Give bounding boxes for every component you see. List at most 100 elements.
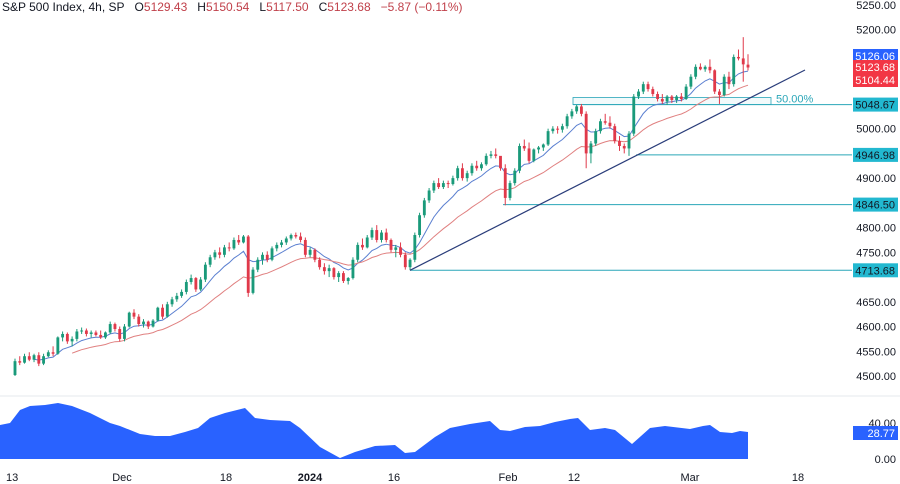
candle-body xyxy=(23,356,26,363)
candle-body xyxy=(541,144,545,148)
candle-body xyxy=(532,149,536,161)
candle-body xyxy=(422,200,426,216)
candle-body xyxy=(675,96,679,100)
candle-body xyxy=(746,64,750,68)
candle-body xyxy=(246,236,250,293)
candle-body xyxy=(242,236,245,243)
candle-body xyxy=(589,143,593,154)
price-axis[interactable]: 5250.00 5200.00 5000.00 4900.00 4800.00 4750.… xyxy=(853,0,898,383)
oscillator-tag-bg xyxy=(853,426,898,440)
candle-body xyxy=(622,145,626,149)
candle-body xyxy=(218,252,222,255)
high-label: H xyxy=(197,0,206,14)
candle-body xyxy=(332,268,336,278)
candle-body xyxy=(465,173,469,179)
candle-body xyxy=(280,242,283,245)
candle-body xyxy=(594,131,598,144)
candle-body xyxy=(37,355,41,364)
candle-body xyxy=(46,352,50,357)
candle-body xyxy=(656,94,659,99)
candle-body xyxy=(223,247,226,255)
price-tick: 4900.00 xyxy=(856,173,896,185)
candle-body xyxy=(418,215,422,236)
time-label: Feb xyxy=(499,472,518,484)
candle-body xyxy=(480,164,483,169)
price-tag-bg xyxy=(853,263,898,278)
candle-body xyxy=(303,239,307,255)
candle-body xyxy=(637,91,640,97)
candle-body xyxy=(484,155,488,165)
candle-body xyxy=(565,116,569,127)
candle-body xyxy=(199,279,203,290)
candle-body xyxy=(446,183,450,185)
candle-body xyxy=(213,252,217,258)
candle-body xyxy=(456,168,460,179)
fib-retracement: 50.00% xyxy=(572,94,814,106)
candle-body xyxy=(632,96,636,134)
candle-body xyxy=(546,131,550,145)
candle-body xyxy=(208,257,212,265)
candle-body xyxy=(384,232,388,240)
candle-body xyxy=(603,121,607,123)
candle-body xyxy=(698,66,702,70)
candle-body xyxy=(703,66,707,70)
price-tick: 4550.00 xyxy=(856,346,896,358)
price-tag-bg xyxy=(853,49,898,63)
ascending-trendline[interactable] xyxy=(409,69,806,271)
candle-body xyxy=(375,230,379,240)
candle-body xyxy=(84,330,88,334)
low-label: L xyxy=(259,0,267,14)
candle-body xyxy=(551,128,555,132)
open-label: O xyxy=(134,0,144,14)
price-tick: 5000.00 xyxy=(856,124,896,136)
candle-body xyxy=(618,141,621,146)
candle-body xyxy=(227,247,231,249)
candle-body xyxy=(460,168,464,179)
price-tick: 4600.00 xyxy=(856,322,896,334)
candle-body xyxy=(142,321,145,325)
moving-averages xyxy=(33,70,749,361)
candle-body xyxy=(694,66,698,77)
candle-body xyxy=(170,299,174,305)
candle-body xyxy=(356,244,360,260)
candle-body xyxy=(399,247,402,255)
time-axis[interactable]: 13 Dec 18 2024 16 Feb 12 Mar 18 xyxy=(6,472,804,484)
candle-body xyxy=(665,96,669,102)
candle-body xyxy=(380,232,383,240)
price-tick: 4750.00 xyxy=(856,247,896,259)
candle-body xyxy=(189,278,193,283)
time-label: Dec xyxy=(112,472,132,484)
price-tag-label: 5123.68 xyxy=(855,62,895,74)
price-tag-label: 4946.98 xyxy=(855,150,895,162)
price-tag-label: 5104.44 xyxy=(855,75,895,87)
candle-body xyxy=(337,273,341,278)
candle-body xyxy=(104,332,107,338)
candle-body xyxy=(508,183,512,198)
candle-body xyxy=(313,249,317,260)
candle-body xyxy=(575,106,579,112)
candle-body xyxy=(494,154,498,156)
candle-body xyxy=(627,133,631,149)
candle-body xyxy=(123,326,126,339)
candle-body xyxy=(180,291,184,296)
candle-body xyxy=(613,126,617,142)
candle-body xyxy=(527,148,531,161)
candle-body xyxy=(732,56,736,85)
candle-body xyxy=(13,361,17,376)
candle-body xyxy=(156,307,160,321)
trendline xyxy=(409,69,806,271)
candle-body xyxy=(503,168,507,198)
candle-body xyxy=(165,304,169,317)
candle-body xyxy=(560,126,564,130)
candle-body xyxy=(584,113,588,154)
candle-body xyxy=(137,316,141,325)
candle-body xyxy=(394,247,398,250)
candle-body xyxy=(284,238,288,243)
candle-body xyxy=(108,324,112,333)
price-tick: 4800.00 xyxy=(856,223,896,235)
candle-body xyxy=(261,254,264,260)
candle-body xyxy=(522,145,526,149)
price-tick: 4500.00 xyxy=(856,371,896,383)
candle-body xyxy=(32,355,36,360)
